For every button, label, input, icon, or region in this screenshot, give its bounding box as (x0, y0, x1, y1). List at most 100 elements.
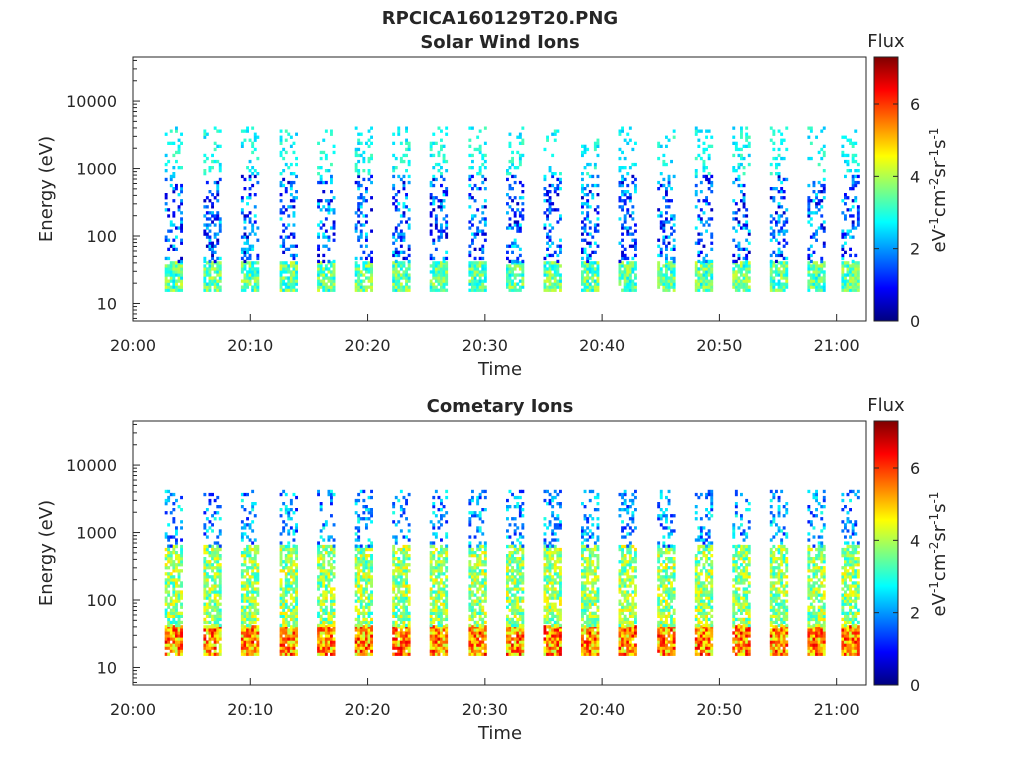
spectrogram-cell (246, 523, 249, 527)
spectrogram-cell (440, 560, 443, 564)
spectrogram-cell (177, 652, 181, 656)
spectrogram-cell (289, 652, 293, 656)
spectrogram-cell (213, 223, 217, 227)
spectrogram-cell (670, 276, 673, 280)
spectrogram-cell (476, 563, 480, 567)
spectrogram-cell (397, 253, 401, 258)
spectrogram-cell (473, 578, 477, 582)
spectrogram-cell (365, 508, 368, 512)
y-tick-label: 100 (86, 227, 117, 246)
spectrogram-cell (392, 587, 396, 591)
spectrogram-cell (246, 517, 249, 521)
spectrogram-cell (289, 205, 293, 209)
spectrogram-cell (164, 547, 168, 552)
spectrogram-cell (402, 495, 406, 500)
spectrogram-cell (322, 190, 326, 194)
spectrogram-cell (699, 208, 703, 212)
spectrogram-cell (745, 264, 749, 268)
spectrogram-cell (167, 646, 171, 650)
spectrogram-cell (583, 229, 587, 233)
spectrogram-cell (442, 611, 446, 615)
spectrogram-cell (667, 235, 671, 239)
spectrogram-cell (248, 581, 252, 585)
spectrogram-cell (243, 587, 247, 591)
spectrogram-cell (782, 196, 786, 200)
spectrogram-cell (284, 285, 288, 289)
spectrogram-cell (289, 270, 293, 274)
spectrogram-cell (442, 617, 446, 622)
spectrogram-cell (516, 135, 520, 139)
spectrogram-cell (357, 569, 361, 573)
spectrogram-cell (432, 628, 436, 632)
spectrogram-cell (359, 223, 363, 227)
spectrogram-cell (211, 153, 214, 158)
spectrogram-cell (392, 551, 396, 555)
spectrogram-cell (332, 614, 336, 618)
spectrogram-cell (279, 563, 283, 567)
spectrogram-cell (478, 617, 482, 622)
spectrogram-cell (434, 264, 438, 268)
spectrogram-cell (483, 217, 487, 221)
spectrogram-cell (370, 135, 373, 139)
spectrogram-cell (289, 264, 293, 268)
spectrogram-cell (357, 279, 361, 283)
spectrogram-cell (662, 276, 666, 280)
spectrogram-cell (218, 584, 222, 588)
spectrogram-cell (593, 183, 597, 188)
spectrogram-cell (216, 611, 220, 615)
spectrogram-cell (370, 126, 373, 130)
spectrogram-cell (251, 611, 255, 615)
spectrogram-cell (476, 554, 480, 558)
spectrogram-cell (807, 261, 811, 265)
spectrogram-cell (253, 502, 257, 506)
spectrogram-cell (216, 180, 220, 185)
spectrogram-cell (471, 267, 474, 271)
spectrogram-cell (659, 223, 663, 227)
spectrogram-cell (785, 261, 789, 265)
spectrogram-cell (248, 634, 252, 638)
spectrogram-cell (662, 153, 666, 158)
spectrogram-cell (516, 273, 520, 277)
spectrogram-cell (405, 640, 408, 644)
spectrogram-cell (634, 238, 637, 242)
spectrogram-cell (240, 235, 244, 239)
spectrogram-cell (211, 590, 214, 594)
spectrogram-cell (216, 190, 220, 194)
spectrogram-cell (279, 602, 283, 606)
spectrogram-cell (841, 285, 845, 289)
spectrogram-cell (710, 241, 714, 245)
spectrogram-cell (745, 208, 749, 212)
spectrogram-cell (319, 640, 323, 644)
spectrogram-cell (481, 593, 485, 597)
spectrogram-cell (747, 241, 751, 245)
spectrogram-cell (705, 166, 708, 170)
spectrogram-cell (295, 174, 298, 179)
spectrogram-cell (556, 270, 560, 274)
spectrogram-cell (359, 205, 363, 209)
spectrogram-cell (849, 247, 852, 251)
spectrogram-cell (317, 279, 320, 283)
spectrogram-cell (809, 264, 813, 268)
spectrogram-cell (626, 172, 630, 176)
spectrogram-cell (324, 156, 328, 161)
spectrogram-cell (506, 279, 509, 283)
spectrogram-cell (365, 578, 368, 582)
spectrogram-cell (820, 270, 824, 274)
spectrogram-cell (248, 628, 252, 632)
spectrogram-cell (330, 162, 333, 167)
spectrogram-cell (392, 132, 396, 136)
spectrogram-cell (279, 492, 283, 497)
spectrogram-cell (429, 551, 433, 555)
spectrogram-cell (397, 129, 401, 133)
spectrogram-cell (322, 557, 326, 561)
spectrogram-cell (812, 264, 816, 268)
spectrogram-cell (203, 547, 207, 552)
spectrogram-cell (216, 628, 220, 632)
spectrogram-cell (402, 581, 406, 585)
spectrogram-cell (218, 637, 222, 641)
spectrogram-cell (319, 529, 323, 533)
spectrogram-cell (282, 279, 286, 283)
spectrogram-cell (362, 279, 366, 283)
spectrogram-cell (747, 276, 751, 280)
spectrogram-cell (429, 623, 433, 628)
